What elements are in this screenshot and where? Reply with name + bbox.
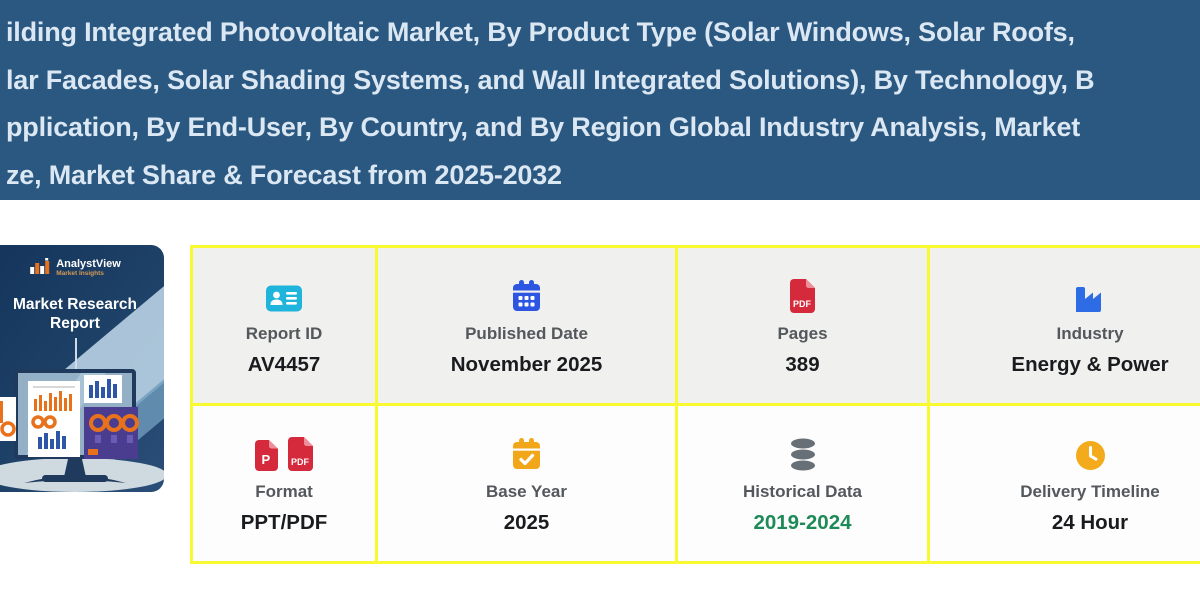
info-cell-industry: Industry Energy & Power [930, 248, 1200, 403]
cover-connector-line [75, 338, 77, 370]
page-header: ilding Integrated Photovoltaic Market, B… [0, 0, 1200, 200]
cell-value: 2025 [503, 510, 550, 534]
svg-text:PDF: PDF [793, 299, 812, 309]
id-card-icon [266, 285, 302, 311]
brand-subtitle: Market Insights [56, 270, 104, 277]
info-cell-historical-data: Historical Data 2019-2024 [678, 406, 927, 561]
report-title-line-3: pplication, By End-User, By Country, and… [6, 112, 1081, 142]
info-cell-base-year: Base Year 2025 [378, 406, 675, 561]
cell-label: Pages [777, 323, 828, 343]
pdf-file-icon: PDF [288, 436, 313, 471]
cell-label: Format [255, 481, 313, 501]
svg-text:PDF: PDF [291, 457, 310, 467]
calendar-check-icon [513, 437, 540, 469]
report-title-line-1: ilding Integrated Photovoltaic Market, B… [6, 17, 1075, 47]
report-info-grid: Report ID AV4457 Published Date No [190, 245, 1200, 564]
cell-value: AV4457 [247, 352, 321, 376]
report-cover-image[interactable]: AnalystView Market Insights Market Resea… [0, 245, 164, 492]
report-title-line-2: lar Facades, Solar Shading Systems, and … [6, 64, 1095, 95]
database-icon [790, 438, 815, 470]
ppt-file-icon: P [255, 439, 278, 471]
cell-value: 2019-2024 [753, 510, 852, 534]
pdf-file-icon: PDF [790, 278, 815, 313]
cell-value: PPT/PDF [240, 510, 328, 534]
clock-icon [1075, 440, 1105, 470]
industry-icon [1076, 286, 1101, 312]
brand-logo: AnalystView Market Insights [29, 258, 121, 278]
cell-label: Published Date [465, 323, 588, 343]
info-cell-pages: PDF Pages 389 [678, 248, 927, 403]
info-cell-delivery-timeline: Delivery Timeline 24 Hour [930, 406, 1200, 561]
brand-bars-icon [30, 258, 50, 274]
svg-text:P: P [262, 452, 271, 467]
cell-label: Report ID [245, 323, 323, 343]
cell-value: Energy & Power [1011, 352, 1169, 376]
info-cell-format: P PDF Format PPT/PDF [193, 406, 375, 561]
cover-title: Market Research Report [12, 296, 138, 332]
report-title-line-4: ze, Market Share & Forecast from 2025-20… [6, 159, 562, 190]
info-cell-report-id: Report ID AV4457 [193, 248, 375, 403]
cell-label: Delivery Timeline [1020, 481, 1160, 501]
brand-name: AnalystView [56, 258, 121, 270]
monitor-charts-illustration [0, 369, 164, 492]
info-cell-published-date: Published Date November 2025 [378, 248, 675, 403]
cell-label: Industry [1056, 323, 1124, 343]
cell-value: 389 [785, 352, 820, 376]
cell-label: Base Year [486, 481, 567, 501]
cell-label: Historical Data [742, 481, 863, 501]
cell-value: November 2025 [450, 352, 603, 376]
cell-value: 24 Hour [1051, 510, 1129, 534]
calendar-icon [513, 279, 540, 311]
